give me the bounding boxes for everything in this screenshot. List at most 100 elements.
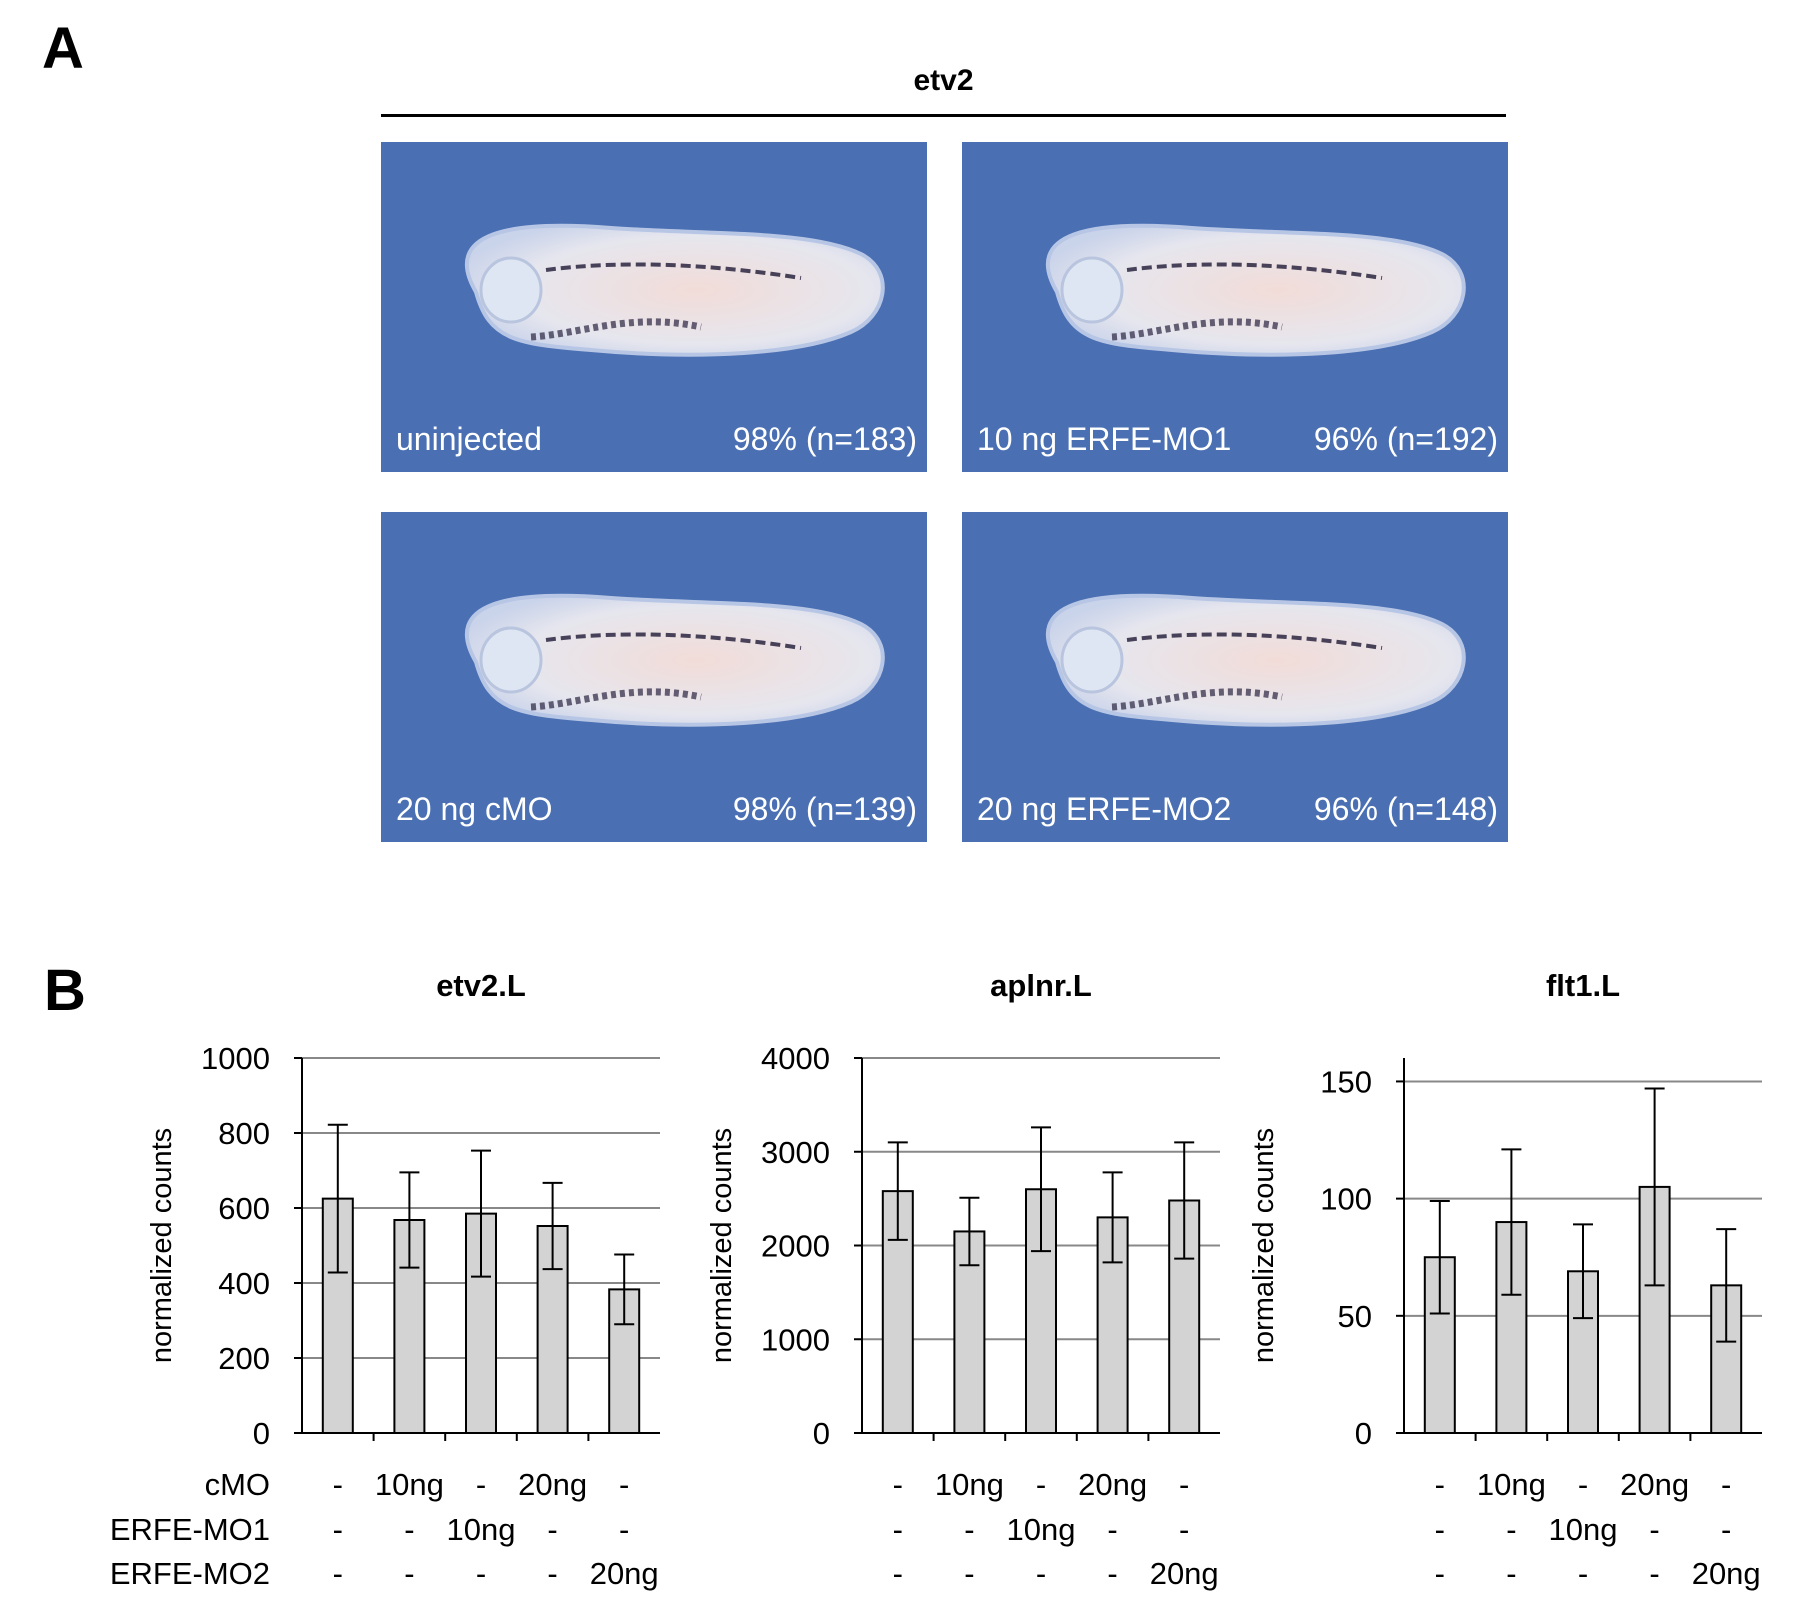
embryo-image-erfe-mo2: 20 ng ERFE-MO2 96% (n=148) xyxy=(962,512,1508,842)
condition-row-label: ERFE-MO1 xyxy=(110,1512,270,1547)
condition-cell: - xyxy=(1435,1467,1445,1502)
embryo-illustration xyxy=(962,142,1508,472)
y-tick-label: 1000 xyxy=(761,1322,830,1357)
condition-label: 10 ng ERFE-MO1 xyxy=(977,421,1232,457)
condition-cell: - xyxy=(1107,1512,1117,1547)
chart-title: aplnr.L xyxy=(990,968,1092,1003)
condition-cell: 10ng xyxy=(375,1467,444,1502)
embryo-body xyxy=(1045,223,1466,357)
y-tick-label: 600 xyxy=(218,1191,270,1226)
condition-cell: - xyxy=(547,1556,557,1591)
percent-label: 96% (n=192) xyxy=(1313,421,1498,457)
condition-cell: - xyxy=(1036,1556,1046,1591)
condition-cell: 20ng xyxy=(1150,1556,1219,1591)
condition-cell: - xyxy=(1179,1467,1189,1502)
y-tick-label: 0 xyxy=(813,1416,830,1451)
percent-label: 98% (n=139) xyxy=(732,791,917,827)
percent-label: 98% (n=183) xyxy=(732,421,917,457)
y-axis-label: normalized counts xyxy=(1248,1128,1280,1363)
chart-title: etv2.L xyxy=(436,968,526,1003)
stain-ventral xyxy=(530,688,702,711)
condition-cell: - xyxy=(333,1512,343,1547)
stain-dorsal xyxy=(1126,262,1383,280)
y-tick-label: 0 xyxy=(253,1416,270,1451)
condition-cell: - xyxy=(893,1512,903,1547)
embryo-eye xyxy=(1060,256,1124,324)
stain-ventral xyxy=(1111,688,1283,711)
stain-ventral xyxy=(530,318,702,341)
embryo-image-cmo: 20 ng cMO 98% (n=139) xyxy=(381,512,927,842)
condition-cell: - xyxy=(1435,1512,1445,1547)
stain-dorsal xyxy=(1126,632,1383,650)
condition-cell: 10ng xyxy=(1007,1512,1076,1547)
y-tick-label: 800 xyxy=(218,1116,270,1151)
y-tick-label: 150 xyxy=(1320,1064,1372,1099)
stain-dorsal xyxy=(545,262,802,280)
condition-cell: 10ng xyxy=(1477,1467,1546,1502)
embryo-body xyxy=(1045,593,1466,727)
condition-cell: 20ng xyxy=(518,1467,587,1502)
condition-cell: - xyxy=(476,1467,486,1502)
condition-cell: - xyxy=(404,1512,414,1547)
condition-cell: - xyxy=(619,1512,629,1547)
percent-label: 96% (n=148) xyxy=(1313,791,1498,827)
condition-cell: 20ng xyxy=(1620,1467,1689,1502)
embryo-image-uninjected: uninjected 98% (n=183) xyxy=(381,142,927,472)
y-tick-label: 1000 xyxy=(201,1041,270,1076)
condition-cell: - xyxy=(1578,1556,1588,1591)
condition-cell: - xyxy=(1179,1512,1189,1547)
condition-cell: - xyxy=(1506,1556,1516,1591)
condition-cell: - xyxy=(333,1467,343,1502)
condition-cell: - xyxy=(1721,1467,1731,1502)
y-tick-label: 50 xyxy=(1338,1299,1372,1334)
chart-1: aplnr.L normalized counts 0 1000 2000 3000 400… xyxy=(706,968,1220,1591)
condition-cell: - xyxy=(893,1467,903,1502)
y-axis-label: normalized counts xyxy=(706,1128,738,1363)
y-tick-label: 2000 xyxy=(761,1229,830,1264)
condition-cell: - xyxy=(476,1556,486,1591)
condition-cell: 10ng xyxy=(447,1512,516,1547)
embryo-image-erfe-mo1: 10 ng ERFE-MO1 96% (n=192) xyxy=(962,142,1508,472)
y-tick-label: 0 xyxy=(1355,1416,1372,1451)
condition-row-label: ERFE-MO2 xyxy=(110,1556,270,1591)
condition-label: 20 ng ERFE-MO2 xyxy=(977,791,1232,827)
condition-cell: - xyxy=(333,1556,343,1591)
condition-cell: - xyxy=(964,1556,974,1591)
condition-row-label: cMO xyxy=(205,1467,270,1502)
y-tick-label: 3000 xyxy=(761,1135,830,1170)
condition-cell: - xyxy=(1435,1556,1445,1591)
stain-ventral xyxy=(1111,318,1283,341)
embryo-eye xyxy=(1060,626,1124,694)
condition-cell: - xyxy=(619,1467,629,1502)
condition-cell: 20ng xyxy=(590,1556,659,1591)
condition-cell: 20ng xyxy=(1692,1556,1761,1591)
condition-cell: - xyxy=(964,1512,974,1547)
condition-label: 20 ng cMO xyxy=(396,791,553,827)
condition-cell: 10ng xyxy=(935,1467,1004,1502)
condition-cell: - xyxy=(1721,1512,1731,1547)
condition-cell: - xyxy=(1036,1467,1046,1502)
embryo-illustration xyxy=(381,512,927,842)
embryo-eye xyxy=(479,256,543,324)
bar xyxy=(393,1219,426,1434)
embryo-body xyxy=(464,223,885,357)
stain-dorsal xyxy=(545,632,802,650)
panel-b-letter: B xyxy=(44,958,86,1023)
y-tick-label: 4000 xyxy=(761,1041,830,1076)
chart-0: etv2.L normalized counts 0 200 400 600 800 1000… xyxy=(146,968,660,1591)
condition-cell: - xyxy=(404,1556,414,1591)
embryo-eye xyxy=(479,626,543,694)
embryo-illustration xyxy=(381,142,927,472)
embryo-illustration xyxy=(962,512,1508,842)
y-tick-label: 200 xyxy=(218,1341,270,1376)
y-axis-label: normalized counts xyxy=(146,1128,178,1363)
chart-title: flt1.L xyxy=(1546,968,1620,1003)
y-tick-label: 100 xyxy=(1320,1182,1372,1217)
condition-label: uninjected xyxy=(396,421,542,457)
condition-cell: - xyxy=(1506,1512,1516,1547)
panel-a-letter: A xyxy=(42,16,84,81)
gene-label: etv2 xyxy=(913,64,974,97)
condition-cell: - xyxy=(547,1512,557,1547)
